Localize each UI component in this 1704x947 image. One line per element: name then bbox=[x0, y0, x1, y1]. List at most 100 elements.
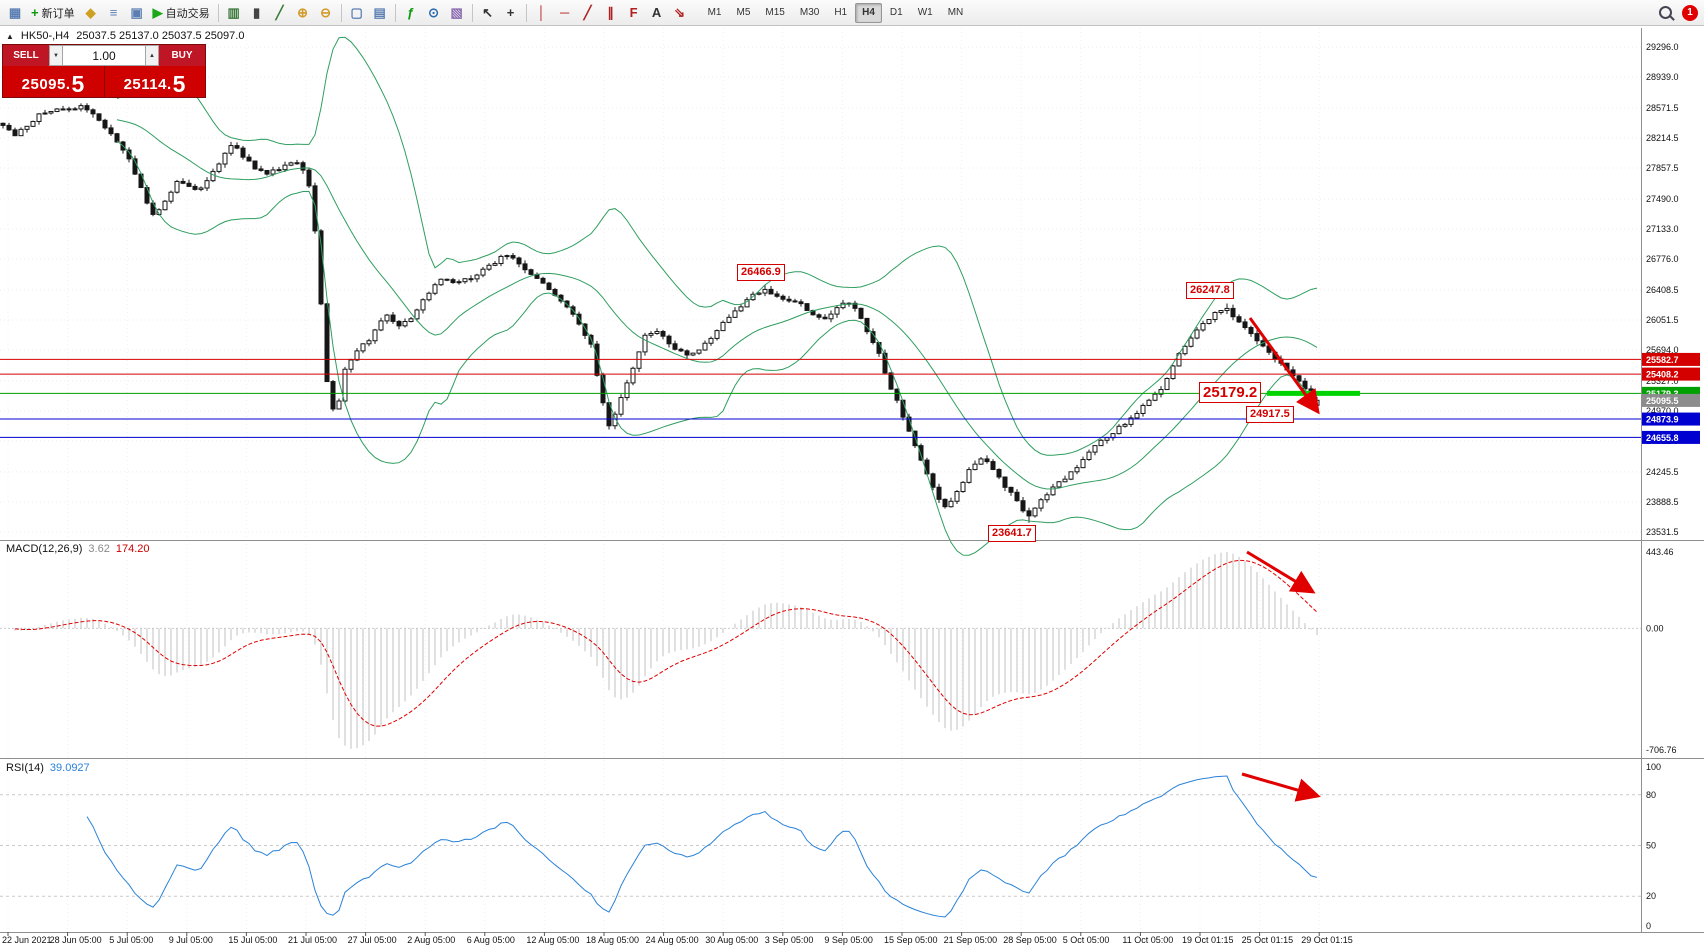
horizontal-line-button[interactable]: ─ bbox=[554, 2, 576, 24]
collapse-triangle-icon[interactable]: ▲ bbox=[6, 31, 14, 41]
one-click-trading-panel: SELL ▼ 1.00 ▲ BUY 25095. 5 25114. 5 bbox=[2, 44, 206, 98]
svg-text:27857.5: 27857.5 bbox=[1646, 163, 1679, 173]
chart-window-icon: ◆ bbox=[85, 4, 96, 20]
price-annotation-23641.7[interactable]: 23641.7 bbox=[988, 524, 1036, 542]
indicators-button[interactable]: ƒ bbox=[400, 2, 422, 24]
timeframe-h4-button[interactable]: H4 bbox=[855, 2, 882, 23]
axis-layer: 29296.0 28939.0 28571.5 28214.5 27857.5 27490… bbox=[0, 28, 1704, 945]
timeframe-m1-button[interactable]: M1 bbox=[701, 3, 729, 23]
toolbar-separator bbox=[394, 3, 396, 22]
buy-button[interactable]: BUY bbox=[159, 45, 205, 66]
tile-windows-button[interactable]: ▢ bbox=[346, 2, 368, 24]
trade-panel-prices: 25095. 5 25114. 5 bbox=[3, 66, 205, 97]
macd-value-2: 174.20 bbox=[115, 543, 150, 555]
svg-text:28571.5: 28571.5 bbox=[1646, 103, 1679, 113]
zoom-in-button[interactable]: ⊕ bbox=[292, 2, 314, 24]
svg-text:12 Aug 05:00: 12 Aug 05:00 bbox=[526, 935, 579, 945]
svg-text:26776.0: 26776.0 bbox=[1646, 254, 1679, 264]
hlines-layer bbox=[0, 358, 1641, 438]
sell-price-big-digit: 5 bbox=[71, 71, 85, 97]
cursor-button[interactable]: ↖ bbox=[477, 2, 499, 24]
periods-button[interactable]: ⊙ bbox=[423, 2, 445, 24]
candles-layer bbox=[0, 103, 1320, 523]
toolbar-main: ▦ + 新订单 ◆ ≡ ▣ ▶ 自动交易 ▥ ▮ ╱ ⊕ ⊖ ▢ ▤ ƒ ⊙ ▧ ↖ + │ ─ ╱ ∥ F A ⇘ bbox=[4, 2, 691, 24]
price-annotation-26466.9[interactable]: 26466.9 bbox=[737, 264, 785, 282]
vertical-line-button[interactable]: │ bbox=[531, 2, 553, 24]
sell-price[interactable]: 25095. 5 bbox=[3, 66, 105, 97]
svg-text:28 Sep 05:00: 28 Sep 05:00 bbox=[1003, 935, 1057, 945]
fibonacci-icon: F bbox=[629, 5, 638, 20]
toolbar-separator bbox=[340, 3, 342, 22]
new-order-button[interactable]: + 新订单 bbox=[27, 2, 79, 24]
bollinger-layer bbox=[116, 36, 1318, 556]
sell-button[interactable]: SELL bbox=[3, 45, 49, 66]
text-label-button[interactable]: A bbox=[646, 2, 668, 24]
svg-text:28214.5: 28214.5 bbox=[1646, 133, 1679, 143]
macd-name: MACD(12,26,9) bbox=[6, 543, 83, 555]
buy-price-big-digit: 5 bbox=[172, 71, 186, 97]
notification-badge[interactable]: 1 bbox=[1682, 4, 1698, 21]
svg-text:5 Oct 05:00: 5 Oct 05:00 bbox=[1063, 935, 1110, 945]
navigator-button[interactable]: ≡ bbox=[103, 2, 125, 24]
autotrading-button[interactable]: ▶ 自动交易 bbox=[149, 2, 214, 24]
svg-text:3 Sep 05:00: 3 Sep 05:00 bbox=[765, 935, 814, 945]
timeframe-w1-button[interactable]: W1 bbox=[911, 3, 940, 23]
svg-text:50: 50 bbox=[1646, 841, 1656, 851]
indicators-icon: ƒ bbox=[406, 5, 415, 20]
navigator-icon: ≡ bbox=[109, 5, 118, 20]
fibonacci-button[interactable]: F bbox=[623, 2, 645, 24]
timeframe-h1-button[interactable]: H1 bbox=[827, 3, 854, 23]
svg-text:25179.3: 25179.3 bbox=[1646, 389, 1679, 399]
timeframe-mn-button[interactable]: MN bbox=[941, 3, 971, 23]
text-label-icon: A bbox=[651, 5, 662, 20]
candlestick-chart-button[interactable]: ▮ bbox=[246, 2, 268, 24]
zoom-in-icon: ⊕ bbox=[297, 4, 309, 20]
volume-up-button[interactable]: ▲ bbox=[145, 45, 159, 66]
price-annotation-25179.2[interactable]: 25179.2 bbox=[1199, 382, 1262, 404]
crosshair-button[interactable]: + bbox=[500, 2, 522, 24]
search-button[interactable] bbox=[1654, 2, 1676, 24]
grid-layer bbox=[0, 28, 1641, 932]
volume-down-button[interactable]: ▼ bbox=[49, 45, 63, 66]
timeframe-m5-button[interactable]: M5 bbox=[730, 3, 758, 23]
buy-price-main: 25114. bbox=[123, 76, 172, 93]
candlestick-chart-icon: ▮ bbox=[253, 4, 261, 20]
indicator-layers bbox=[14, 552, 1318, 918]
svg-text:24245.5: 24245.5 bbox=[1646, 467, 1679, 477]
svg-text:100: 100 bbox=[1646, 762, 1661, 772]
price-annotation-24917.5[interactable]: 24917.5 bbox=[1246, 406, 1294, 424]
market-watch-button[interactable]: ▦ bbox=[4, 2, 26, 24]
bar-chart-icon: ▥ bbox=[227, 4, 240, 20]
templates-icon: ▧ bbox=[450, 4, 463, 20]
cascade-windows-icon: ▤ bbox=[373, 4, 386, 20]
buy-price[interactable]: 25114. 5 bbox=[105, 66, 206, 97]
timeframe-m30-button[interactable]: M30 bbox=[793, 3, 826, 23]
autotrading-label: 自动交易 bbox=[165, 7, 210, 20]
bar-chart-button[interactable]: ▥ bbox=[223, 2, 245, 24]
svg-text:23531.5: 23531.5 bbox=[1646, 527, 1679, 537]
market-watch-icon: ▦ bbox=[8, 4, 22, 20]
timeframe-m15-button[interactable]: M15 bbox=[758, 3, 791, 23]
templates-button[interactable]: ▧ bbox=[446, 2, 468, 24]
line-chart-button[interactable]: ╱ bbox=[269, 2, 291, 24]
svg-text:443.46: 443.46 bbox=[1646, 547, 1674, 557]
arrows-menu-button[interactable]: ⇘ bbox=[669, 2, 691, 24]
svg-text:26051.5: 26051.5 bbox=[1646, 315, 1679, 325]
volume-input[interactable]: 1.00 bbox=[63, 45, 145, 66]
zoom-out-button[interactable]: ⊖ bbox=[315, 2, 337, 24]
chart-window-button[interactable]: ◆ bbox=[80, 2, 102, 24]
trendline-button[interactable]: ╱ bbox=[577, 2, 599, 24]
svg-text:5 Jul 05:00: 5 Jul 05:00 bbox=[109, 935, 153, 945]
price-annotation-26247.8[interactable]: 26247.8 bbox=[1186, 282, 1234, 300]
svg-text:9 Sep 05:00: 9 Sep 05:00 bbox=[824, 935, 873, 945]
macd-indicator-label: MACD(12,26,9) 3.62 174.20 bbox=[6, 543, 150, 555]
chart-annotations-layer bbox=[1241, 317, 1321, 802]
terminal-button[interactable]: ▣ bbox=[126, 2, 148, 24]
cascade-windows-button[interactable]: ▤ bbox=[369, 2, 391, 24]
toolbar-right: 1 bbox=[1654, 2, 1700, 24]
svg-text:-706.76: -706.76 bbox=[1646, 745, 1677, 755]
timeframe-d1-button[interactable]: D1 bbox=[883, 3, 910, 23]
equidistant-channel-button[interactable]: ∥ bbox=[600, 2, 622, 24]
